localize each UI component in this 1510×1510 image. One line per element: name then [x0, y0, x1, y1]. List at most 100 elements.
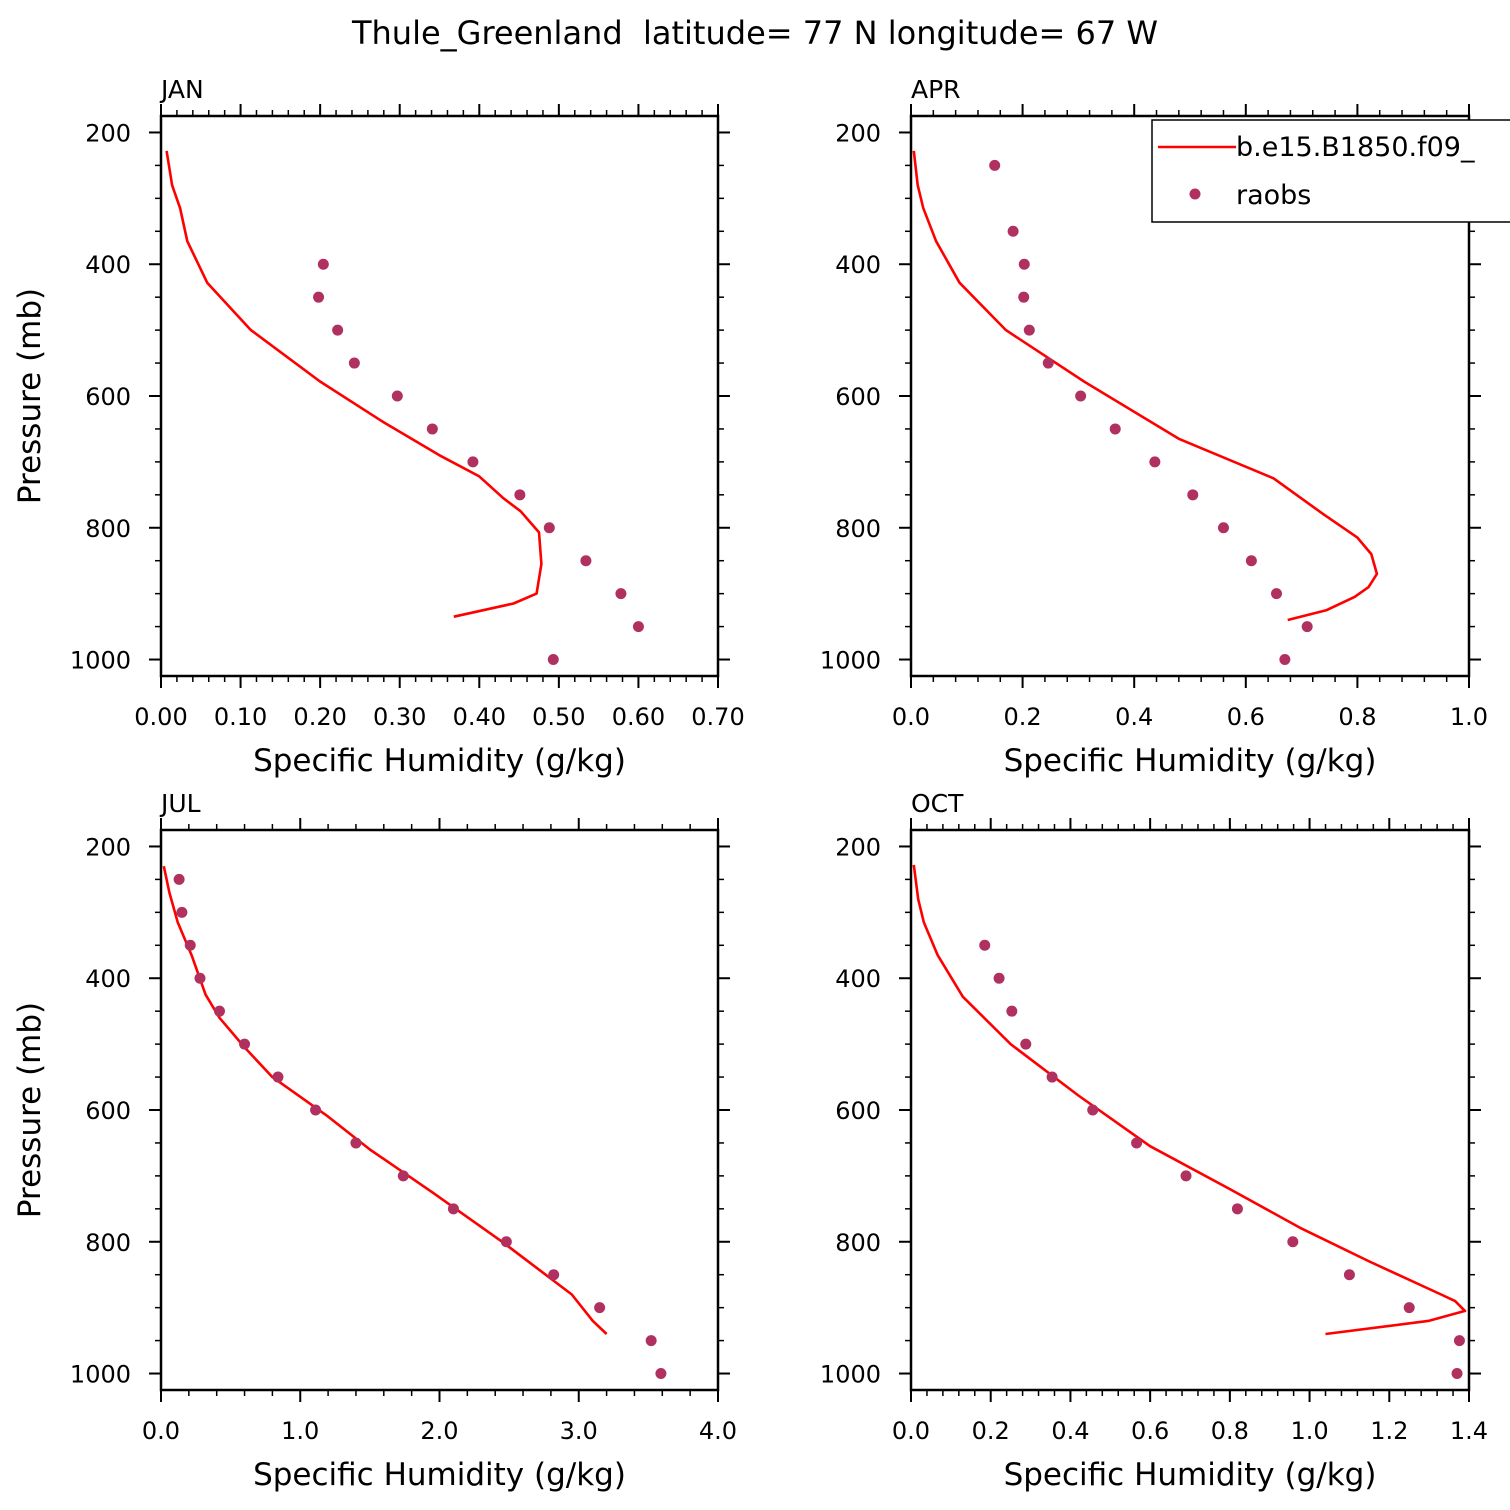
raobs-point — [1403, 1302, 1415, 1314]
panel-oct: 0.0 0.2 0.4 0.6 0.8 1.0 1.2 1.4 200 400 600 800 1000… — [820, 789, 1488, 1493]
x-tick-label: 0.4 — [1115, 703, 1153, 731]
legend-marker-swatch — [1189, 188, 1201, 200]
raobs-point — [993, 972, 1005, 984]
raobs-point — [184, 939, 196, 951]
raobs-point — [1109, 423, 1121, 435]
raobs-point — [213, 1005, 225, 1017]
raobs-point — [1006, 1005, 1018, 1017]
legend-box — [1151, 119, 1510, 223]
raobs-point — [1087, 1104, 1099, 1116]
raobs-point — [272, 1071, 284, 1083]
raobs-point — [580, 555, 592, 567]
y-tick-label: 800 — [85, 1229, 131, 1257]
raobs-point — [1270, 588, 1282, 600]
raobs-point — [447, 1203, 459, 1215]
x-tick-label: 1.2 — [1370, 1417, 1408, 1445]
panel-title: JAN — [159, 75, 204, 104]
y-tick-label: 200 — [835, 119, 881, 147]
raobs-point — [1149, 456, 1161, 468]
x-tick-label: 0.8 — [1338, 703, 1376, 731]
y-tick-label: 1000 — [70, 1361, 131, 1389]
legend: b.e15.B1850.f09_raobs — [1151, 119, 1510, 223]
x-tick-label: 0.30 — [373, 703, 426, 731]
x-tick-label: 0.8 — [1211, 1417, 1249, 1445]
x-tick-label: 0.10 — [214, 703, 267, 731]
raobs-point — [632, 621, 644, 633]
model-line-oct — [912, 864, 1467, 1336]
plot-frame — [159, 114, 720, 678]
panel-apr: 0.0 0.2 0.4 0.6 0.8 1.0 200 400 600 800 1000 APR Spe… — [820, 75, 1488, 779]
raobs-point — [1007, 225, 1019, 237]
panels: 0.00 0.10 0.20 0.30 0.40 0.50 0.60 0.70 200 400 60… — [12, 75, 1488, 1493]
panel-jul: 0.0 1.0 2.0 3.0 4.0 200 400 600 800 1000 JUL Specif… — [12, 789, 737, 1493]
raobs-point — [543, 522, 555, 534]
y-tick-label: 200 — [835, 833, 881, 861]
raobs-point — [176, 906, 188, 918]
x-tick-label: 0.2 — [972, 1417, 1010, 1445]
legend-obs-label: raobs — [1236, 180, 1311, 211]
x-tick-label: 4.0 — [699, 1417, 737, 1445]
y-tick-label: 1000 — [820, 647, 881, 675]
raobs-point — [1020, 1038, 1032, 1050]
x-tick-label: 0.0 — [892, 703, 930, 731]
y-tick-label: 800 — [835, 515, 881, 543]
raobs-point — [397, 1170, 409, 1182]
figure-title: Thule_Greenland latitude= 77 N longitude… — [351, 14, 1158, 52]
raobs-point — [1018, 258, 1030, 270]
raobs-point — [426, 423, 438, 435]
y-tick-label: 200 — [85, 833, 131, 861]
raobs-point — [467, 456, 479, 468]
raobs-point — [655, 1368, 667, 1380]
y-tick-label: 600 — [85, 383, 131, 411]
x-axis-label: Specific Humidity (g/kg) — [253, 743, 626, 779]
raobs-point — [348, 357, 360, 369]
y-tick-label: 1000 — [70, 647, 131, 675]
x-tick-label: 0.6 — [1227, 703, 1265, 731]
y-tick-label: 600 — [835, 383, 881, 411]
x-tick-label: 0.0 — [142, 1417, 180, 1445]
raobs-point — [615, 588, 627, 600]
x-tick-label: 0.50 — [532, 703, 585, 731]
y-tick-label: 400 — [835, 965, 881, 993]
y-tick-label: 800 — [835, 1229, 881, 1257]
raobs-point — [1451, 1368, 1463, 1380]
x-tick-label: 2.0 — [420, 1417, 458, 1445]
raobs-point — [332, 324, 344, 336]
raobs-point — [1287, 1236, 1299, 1248]
x-tick-label: 0.00 — [134, 703, 187, 731]
y-tick-label: 400 — [85, 965, 131, 993]
raobs-point — [350, 1137, 362, 1149]
raobs-point — [313, 291, 325, 303]
plot-frame — [159, 828, 720, 1392]
x-tick-label: 0.6 — [1131, 1417, 1169, 1445]
plot-frame — [909, 828, 1471, 1392]
raobs-point — [1217, 522, 1229, 534]
panel-title: APR — [911, 75, 961, 104]
raobs-point — [1180, 1170, 1192, 1182]
y-tick-label: 1000 — [820, 1361, 881, 1389]
raobs-point — [548, 1269, 560, 1281]
model-line-apr — [912, 150, 1379, 622]
y-tick-label: 600 — [85, 1097, 131, 1125]
raobs-point — [979, 939, 991, 951]
panel-title: OCT — [911, 789, 964, 818]
x-axis-label: Specific Humidity (g/kg) — [1004, 743, 1377, 779]
raobs-point — [1131, 1137, 1143, 1149]
raobs-point — [310, 1104, 322, 1116]
raobs-point — [1023, 324, 1035, 336]
raobs-point — [1279, 654, 1291, 666]
y-tick-label: 800 — [85, 515, 131, 543]
panel-jan: 0.00 0.10 0.20 0.30 0.40 0.50 0.60 0.70 200 400 60… — [12, 75, 745, 779]
x-tick-label: 0.70 — [691, 703, 744, 731]
legend-model-label: b.e15.B1850.f09_ — [1236, 132, 1475, 163]
y-axis-label: Pressure (mb) — [12, 1002, 48, 1218]
panel-title: JUL — [159, 789, 201, 818]
x-tick-label: 0.2 — [1004, 703, 1042, 731]
raobs-point — [317, 258, 329, 270]
y-tick-label: 600 — [835, 1097, 881, 1125]
x-tick-label: 0.0 — [892, 1417, 930, 1445]
x-tick-label: 0.40 — [453, 703, 506, 731]
x-tick-label: 1.0 — [1450, 703, 1488, 731]
raobs-point — [989, 159, 1001, 171]
